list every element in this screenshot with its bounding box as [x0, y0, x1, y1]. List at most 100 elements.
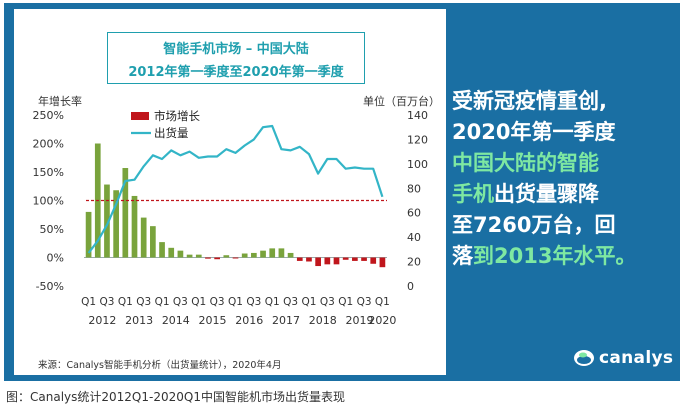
legend-line-label: 出货量 [154, 126, 189, 140]
canalys-logo-icon [574, 350, 594, 366]
growth-bar [370, 257, 377, 264]
growth-bar [122, 168, 129, 258]
growth-bar [278, 248, 285, 258]
blue-frame: 智能手机市场 – 中国大陆 2012年第一季度至2020年第一季度 年增长率 单位… [4, 3, 680, 381]
growth-bar [315, 257, 321, 267]
headline-text: 受新冠疫情重创, 2020年第一季度 中国大陆的智能 手机出货量骤降 至7260… [452, 86, 680, 272]
growth-bar [296, 257, 303, 261]
growth-bar [168, 247, 175, 258]
growth-bar [186, 254, 193, 258]
year-label: 2019 [345, 314, 373, 327]
x-tick-label: Q1 [228, 296, 243, 308]
chart-title-line2: 2012年第一季度至2020年第一季度 [128, 65, 344, 80]
x-tick-label: Q3 [283, 296, 298, 308]
x-tick-label: Q3 [173, 296, 188, 308]
left-axis-title: 年增长率 [38, 94, 82, 108]
growth-bar [241, 253, 248, 258]
year-label: 2012 [88, 314, 116, 327]
left-tick-label: 250% [33, 109, 64, 122]
growth-bar [232, 257, 239, 259]
x-tick-label: Q1 [155, 296, 170, 308]
x-tick-label: Q1 [375, 296, 390, 308]
year-label: 2016 [235, 314, 263, 327]
x-tick-label: Q1 [191, 296, 206, 308]
right-tick-label: 140 [407, 109, 428, 122]
right-tick-label: 0 [407, 280, 414, 293]
x-tick-label: Q3 [136, 296, 151, 308]
headline-line3: 中国大陆的智能 [452, 151, 599, 175]
headline-line6: 落到2013年水平。 [452, 241, 680, 272]
x-tick-label: Q3 [320, 296, 335, 308]
right-tick-label: 120 [407, 133, 428, 146]
headline-line2: 2020年第一季度 [452, 120, 616, 144]
legend-bar-swatch [131, 112, 149, 120]
figure-caption: 图：Canalys统计2012Q1-2020Q1中国智能机市场出货量表现 [6, 390, 345, 404]
right-tick-label: 80 [407, 182, 421, 195]
x-tick-label: Q3 [357, 296, 372, 308]
headline-line6-start: 落 [452, 244, 473, 268]
growth-bar [205, 257, 211, 259]
year-label: 2020 [368, 314, 396, 327]
x-tick-label: Q1 [338, 296, 353, 308]
growth-bar [361, 257, 367, 261]
legend-bar-label: 市场增长 [154, 109, 200, 123]
x-tick-label: Q1 [81, 296, 96, 308]
growth-bar [333, 257, 340, 265]
growth-bar [379, 257, 386, 268]
right-tick-label: 40 [407, 231, 421, 244]
right-tick-label: 100 [407, 158, 428, 171]
headline-line1: 受新冠疫情重创, [452, 89, 607, 113]
growth-bar [195, 254, 202, 258]
growth-bar [306, 257, 312, 262]
chart-title-box: 智能手机市场 – 中国大陆 2012年第一季度至2020年第一季度 [107, 32, 365, 84]
left-tick-label: 0% [47, 252, 64, 265]
x-tick-label: Q1 [301, 296, 316, 308]
growth-bar [177, 250, 184, 258]
year-label: 2015 [199, 314, 227, 327]
right-tick-label: 60 [407, 207, 421, 220]
chart-svg: 年增长率 单位（百万台） -50% 0% 50% 100% 150% 200% 250% 0 20 4… [33, 94, 440, 327]
headline-line6-highlight: 到2013年水平。 [473, 244, 637, 268]
left-tick-label: 100% [33, 195, 64, 208]
headline-line5: 至7260万台，回 [452, 213, 616, 237]
growth-bar [214, 257, 220, 260]
growth-bar [260, 250, 266, 258]
canalys-logo-text: canalys [599, 348, 674, 368]
left-tick-label: 150% [33, 166, 64, 179]
x-tick-label: Q3 [99, 296, 114, 308]
x-tick-label: Q3 [246, 296, 261, 308]
right-axis-title: 单位（百万台） [363, 94, 440, 108]
headline-line4-rest: 出货量骤降 [494, 182, 599, 206]
growth-bar [85, 211, 92, 258]
year-label: 2017 [272, 314, 300, 327]
shipment-line [87, 124, 384, 254]
growth-bar [324, 257, 331, 265]
year-label: 2018 [309, 314, 337, 327]
right-tick-label: 20 [407, 256, 421, 269]
growth-bar [223, 255, 230, 258]
growth-bar [269, 248, 276, 258]
left-tick-label: 50% [40, 223, 64, 236]
left-tick-label: 200% [33, 138, 64, 151]
growth-bar [150, 226, 156, 258]
source-note: 来源：Canalys智能手机分析（出货量统计），2020年4月 [38, 360, 282, 371]
growth-bar [287, 252, 294, 258]
left-tick-label: -50% [36, 280, 64, 293]
growth-bar [159, 242, 165, 258]
growth-bar [131, 195, 138, 258]
chart-panel: 智能手机市场 – 中国大陆 2012年第一季度至2020年第一季度 年增长率 单位… [14, 9, 446, 375]
growth-bar [352, 257, 358, 261]
chart-title-line1: 智能手机市场 – 中国大陆 [163, 42, 309, 57]
x-tick-label: Q1 [118, 296, 133, 308]
x-tick-label: Q1 [265, 296, 280, 308]
x-tick-label: Q3 [210, 296, 225, 308]
growth-bar [140, 217, 147, 258]
canalys-logo: canalys [573, 348, 673, 368]
growth-bar [113, 190, 119, 258]
growth-bar [104, 184, 110, 258]
growth-bar [342, 257, 349, 260]
year-label: 2013 [125, 314, 153, 327]
headline-line4: 手机出货量骤降 [452, 179, 680, 210]
headline-line4-highlight: 手机 [452, 182, 494, 206]
year-label: 2014 [162, 314, 190, 327]
